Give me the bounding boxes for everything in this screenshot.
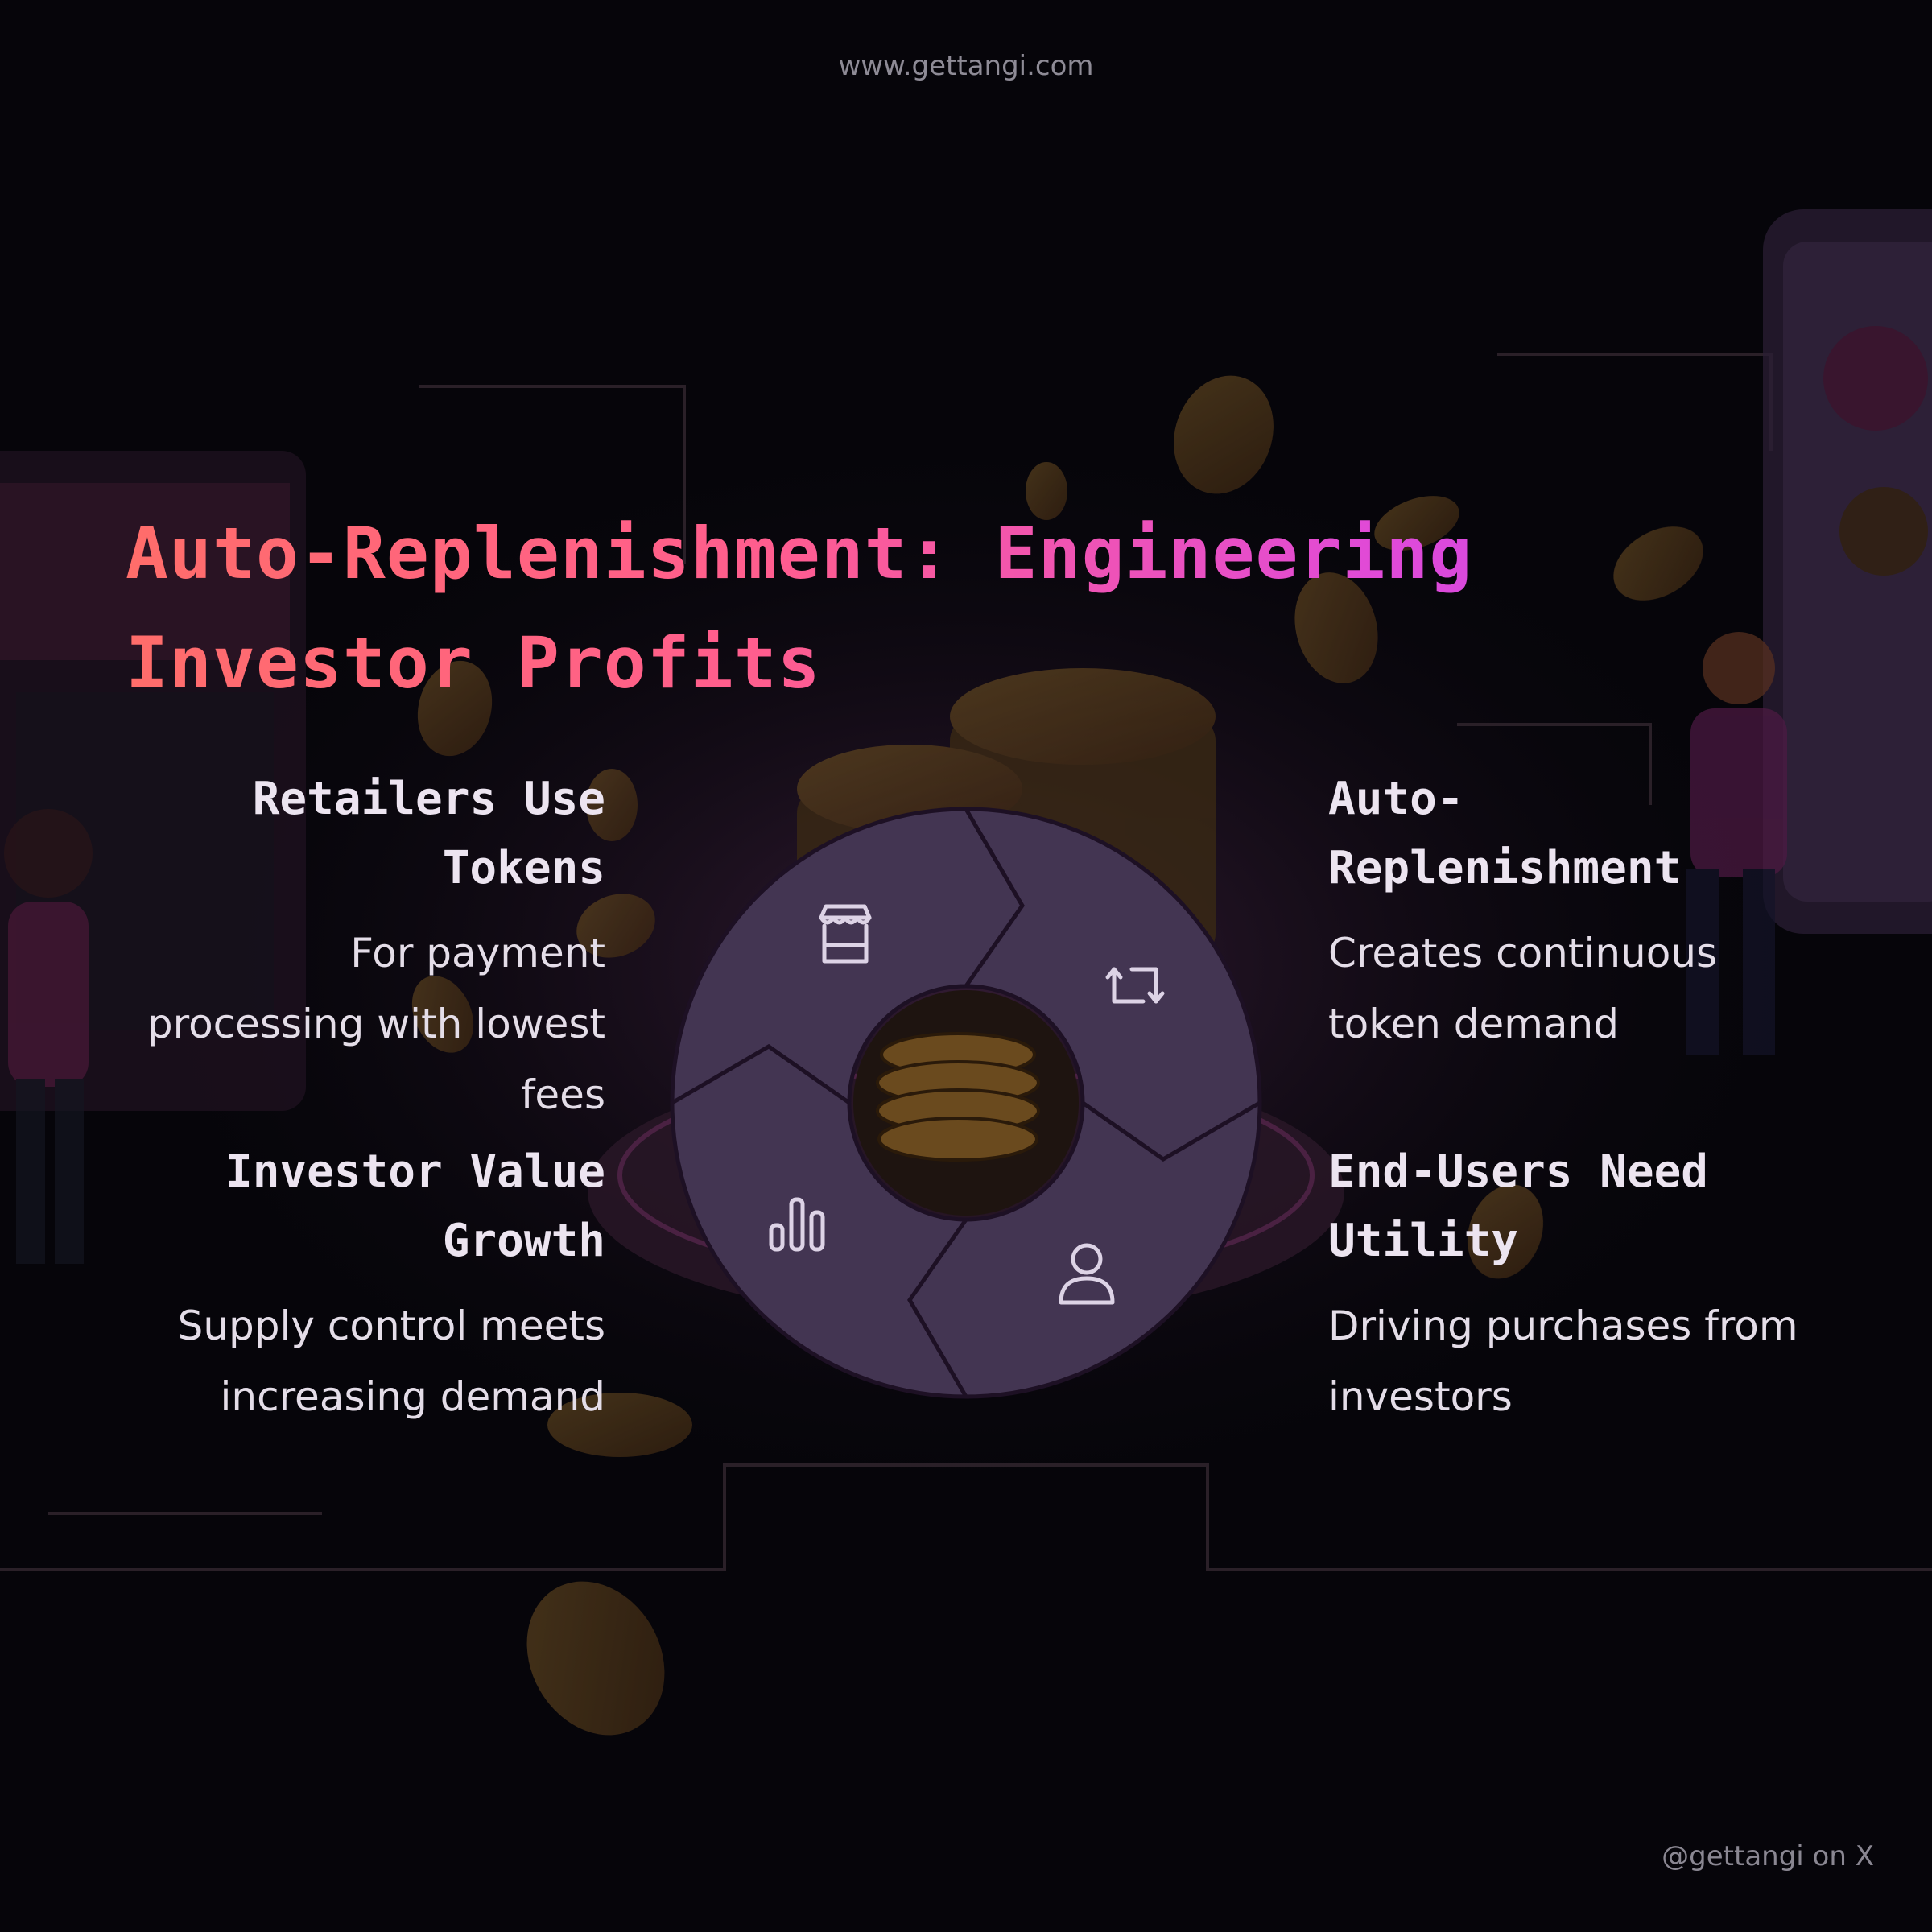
step-investor-value-growth: Investor Value Growth Supply control mee… bbox=[122, 1137, 605, 1432]
step-title: Retailers Use Tokens bbox=[252, 773, 605, 894]
step-description: Creates continuous token demand bbox=[1328, 930, 1718, 1047]
store-icon bbox=[819, 904, 872, 964]
social-handle[interactable]: @gettangi on X bbox=[1662, 1840, 1874, 1872]
user-icon bbox=[1059, 1243, 1115, 1305]
bar-chart-icon bbox=[769, 1197, 825, 1252]
step-title: Auto-Replenishment bbox=[1328, 773, 1682, 894]
repeat-icon bbox=[1105, 967, 1165, 1004]
step-description: Supply control meets increasing demand bbox=[177, 1302, 605, 1420]
cycle-segment-end-users bbox=[907, 1099, 1262, 1399]
step-retailers-use-tokens: Retailers Use Tokens For payment process… bbox=[122, 765, 605, 1130]
cycle-diagram bbox=[670, 807, 1262, 1399]
step-description: For payment processing with lowest fees bbox=[147, 930, 605, 1118]
cycle-segment-retailers bbox=[670, 807, 1025, 1107]
center-coin-stack bbox=[853, 990, 1079, 1216]
cycle-segment-investor-value bbox=[670, 1044, 970, 1399]
step-title: Investor Value Growth bbox=[225, 1146, 605, 1267]
page-title: Auto-Replenishment: Engineering Investor… bbox=[126, 499, 1736, 718]
step-title: End-Users Need Utility bbox=[1328, 1146, 1709, 1267]
site-url[interactable]: www.gettangi.com bbox=[838, 50, 1094, 82]
step-description: Driving purchases from investors bbox=[1328, 1302, 1798, 1420]
step-end-users-need-utility: End-Users Need Utility Driving purchases… bbox=[1328, 1137, 1811, 1432]
step-auto-replenishment: Auto-Replenishment Creates continuous to… bbox=[1328, 765, 1811, 1059]
